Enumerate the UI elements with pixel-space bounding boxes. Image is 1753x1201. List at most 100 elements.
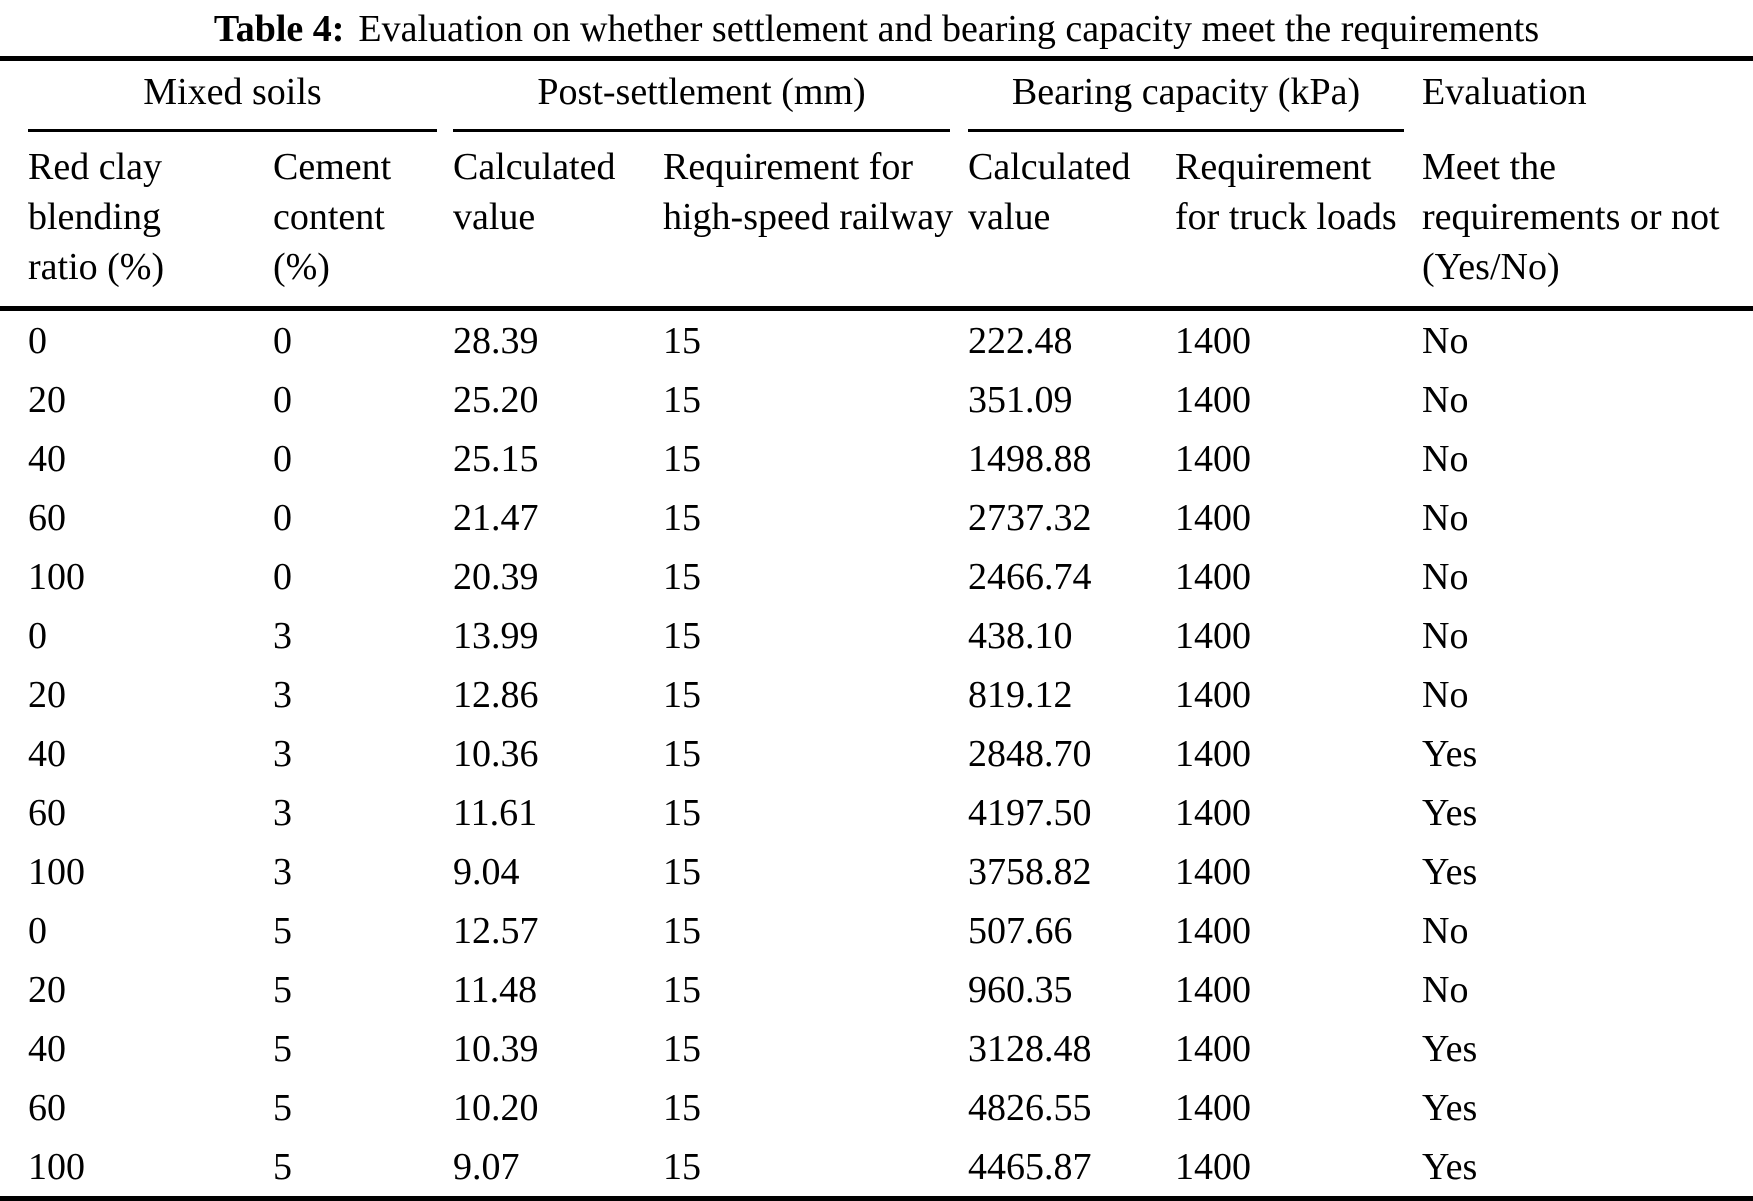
table-cell: 2848.70 [968,732,1092,775]
table-row: 0 5 12.57 15 507.66 1400 No [0,901,1753,960]
table-cell: 0 [273,555,292,598]
table-cell: 28.39 [453,319,539,362]
column-header-cement-content: Cement content (%) [273,132,453,311]
table-cell: 1400 [1175,968,1252,1011]
table-cell: 40 [28,437,66,480]
table-cell: Yes [1422,1086,1478,1129]
table-caption: Table 4: Evaluation on whether settlement… [0,0,1753,56]
column-header-red-clay-ratio: Red clay blending ratio (%) [0,132,273,311]
table-cell: No [1422,614,1469,657]
table-cell: 15 [663,909,701,952]
table-cell: Yes [1422,1137,1753,1201]
table-cell: 15 [663,496,701,539]
table-cell: 15 [663,378,701,421]
table-cell: Yes [1422,732,1478,775]
table-cell: 1400 [1175,1137,1423,1201]
column-header-settlement-calculated: Calculated value [453,132,663,311]
group-header-post-settlement: Post-settlement (mm) [453,59,968,132]
table-cell: 1400 [1175,673,1252,716]
table-cell: No [1422,378,1469,421]
table-cell: 10.39 [453,1027,539,1070]
table-cell: 15 [663,319,701,362]
table-cell: 100 [28,850,85,893]
table-cell: No [1422,496,1469,539]
column-header-bearing-requirement: Requirement for truck loads [1175,132,1423,311]
table-cell: 100 [0,1137,273,1201]
column-header-meet-requirements: Meet the requirements or not (Yes/No) [1422,132,1753,311]
table-cell: 20 [28,673,66,716]
table-cell: 1400 [1175,850,1252,893]
table-cell: No [1422,968,1469,1011]
table-cell: 1400 [1175,437,1252,480]
table-cell: 15 [663,850,701,893]
table-cell: 1400 [1175,496,1252,539]
table-cell: 60 [28,1086,66,1129]
table-cell: 25.15 [453,437,539,480]
column-header-bearing-calculated: Calculated value [968,132,1176,311]
data-table: Mixed soils Post-settlement (mm) Bearing… [0,56,1753,1201]
table-row: 100 0 20.39 15 2466.74 1400 No [0,547,1753,606]
table-cell: 40 [28,1027,66,1070]
table-cell: 3 [273,614,292,657]
table-cell: 15 [663,791,701,834]
table-cell: 438.10 [968,614,1073,657]
table-cell: 10.20 [453,1086,539,1129]
table-cell: 13.99 [453,614,539,657]
table-cell: 1400 [1175,1086,1252,1129]
table-cell: 1400 [1175,614,1252,657]
table-cell: 5 [273,909,292,952]
table-cell: 1400 [1175,909,1252,952]
table-cell: 960.35 [968,968,1073,1011]
table-cell: 4197.50 [968,791,1092,834]
table-cell: 3 [273,791,292,834]
table-row: 100 5 9.07 15 4465.87 1400 Yes [0,1137,1753,1201]
table-cell: Yes [1422,1027,1478,1070]
table-cell: 15 [663,1137,969,1201]
table-cell: 15 [663,1086,701,1129]
group-header-evaluation: Evaluation [1422,71,1587,113]
table-cell: No [1422,437,1469,480]
table-cell: 20 [28,968,66,1011]
table-cell: 3758.82 [968,850,1092,893]
table-row: 40 5 10.39 15 3128.48 1400 Yes [0,1019,1753,1078]
table-cell: Yes [1422,791,1478,834]
table-cell: 0 [28,909,47,952]
table-cell: 9.07 [453,1137,663,1201]
table-cell: 3 [273,673,292,716]
group-header-bearing-capacity: Bearing capacity (kPa) [968,59,1422,132]
table-row: 60 5 10.20 15 4826.55 1400 Yes [0,1078,1753,1137]
table-row: 0 0 28.39 15 222.48 1400 No [0,309,1753,371]
table-cell: 15 [663,555,701,598]
table-cell: 20.39 [453,555,539,598]
table-cell: No [1422,319,1469,362]
table-cell: 60 [28,496,66,539]
table-cell: 12.57 [453,909,539,952]
table-cell: 15 [663,673,701,716]
table-cell: 11.48 [453,968,538,1011]
table-cell: 2466.74 [968,555,1092,598]
table-row: 40 0 25.15 15 1498.88 1400 No [0,429,1753,488]
table-cell: 1400 [1175,791,1252,834]
table-cell: 15 [663,968,701,1011]
table-cell: 15 [663,614,701,657]
table-cell: 0 [28,319,47,362]
table-cell: No [1422,909,1469,952]
column-header-settlement-requirement: Requirement for high-speed railway [663,132,969,311]
table-cell: 100 [28,555,85,598]
table-cell: 2737.32 [968,496,1092,539]
caption-text: Evaluation on whether settlement and bea… [358,8,1540,50]
table-cell: 1400 [1175,1027,1252,1070]
table-cell: Yes [1422,850,1478,893]
table-cell: 819.12 [968,673,1073,716]
table-cell: 15 [663,437,701,480]
table-cell: 21.47 [453,496,539,539]
table-cell: No [1422,673,1469,716]
table-cell: 5 [273,1027,292,1070]
table-row: 0 3 13.99 15 438.10 1400 No [0,606,1753,665]
table-cell: 507.66 [968,909,1073,952]
column-header-row: Red clay blending ratio (%) Cement conte… [0,132,1753,311]
table-cell: 0 [273,496,292,539]
table-cell: 0 [28,614,47,657]
table-cell: 3128.48 [968,1027,1092,1070]
table-cell: 10.36 [453,732,539,775]
